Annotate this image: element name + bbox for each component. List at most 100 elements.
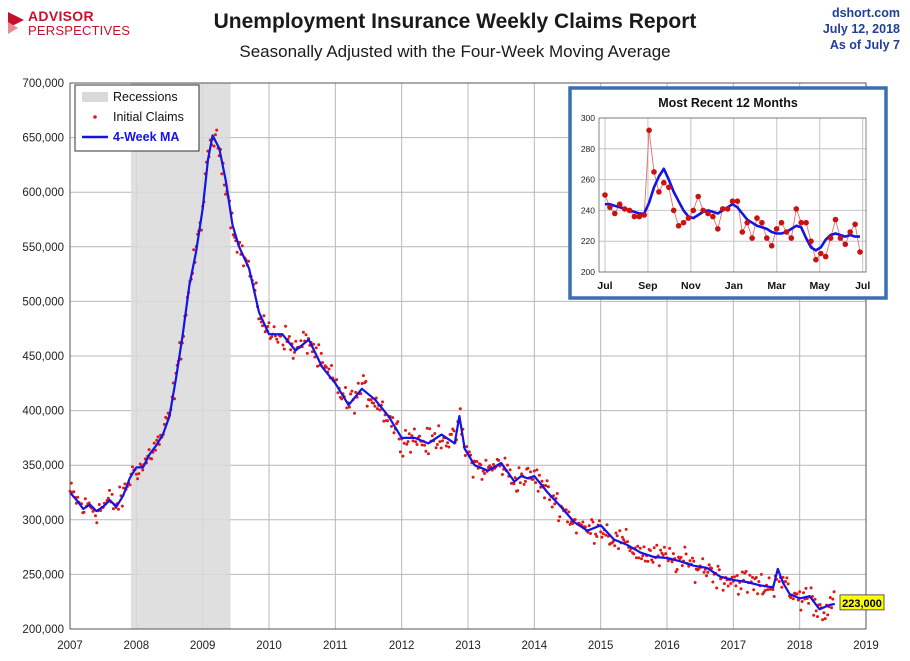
inset-claims-point [734, 198, 741, 204]
x-tick-label: 2015 [588, 640, 614, 652]
claims-dot [715, 586, 719, 590]
claims-dot [484, 458, 488, 462]
inset-claims-point [754, 215, 760, 221]
claims-dot [798, 590, 802, 594]
claims-dot [327, 367, 331, 371]
advisor-perspectives-logo: ADVISOR PERSPECTIVES [6, 6, 146, 42]
claims-dot [740, 570, 744, 574]
claims-dot [418, 434, 421, 438]
claims-dot [449, 432, 453, 436]
claims-dot [721, 588, 725, 592]
claims-dot [634, 556, 638, 560]
claims-dot [679, 555, 683, 559]
claims-dot [592, 541, 596, 545]
claims-dot [428, 427, 432, 431]
claims-dot [759, 572, 763, 576]
claims-dot [414, 440, 418, 444]
claims-dot [131, 465, 134, 469]
claims-dot [771, 588, 775, 592]
claims-dot [752, 588, 756, 592]
claims-dot [304, 333, 308, 337]
claims-dot [706, 570, 710, 574]
claims-dot [818, 603, 822, 607]
claims-dot [444, 444, 448, 448]
x-tick-label: 2019 [853, 640, 879, 652]
claims-dot [544, 484, 548, 488]
inset-claims-point [847, 229, 853, 235]
chart-subtitle: Seasonally Adjusted with the Four-Week M… [239, 42, 671, 61]
claims-dot [705, 574, 708, 578]
claims-dot [409, 450, 413, 454]
claims-dot [137, 472, 141, 476]
claims-dot [231, 233, 235, 237]
claims-dot [614, 531, 618, 535]
claims-dot [534, 481, 538, 485]
claims-dot [475, 460, 479, 463]
claims-dot [516, 489, 520, 493]
claims-dot [675, 568, 679, 571]
claims-dot [354, 390, 358, 394]
inset-claims-point [636, 213, 643, 220]
y-tick-label: 500,000 [22, 296, 64, 308]
claims-dot [683, 545, 687, 549]
claims-dot [287, 335, 291, 338]
claims-dot [433, 432, 437, 435]
inset-claims-point [675, 223, 682, 229]
claims-dot [536, 489, 540, 493]
recession-rect [131, 83, 231, 629]
claims-dot [624, 527, 628, 531]
claims-dot [537, 473, 541, 477]
claims-dot [423, 443, 427, 447]
claims-dot [618, 529, 622, 533]
claims-dot [622, 538, 626, 542]
legend-recession-swatch [82, 92, 108, 102]
x-tick-label: 2010 [256, 640, 282, 652]
claims-dot [361, 374, 365, 378]
y-tick-label: 400,000 [22, 406, 64, 418]
claims-dot [688, 559, 692, 563]
claims-dot [545, 479, 549, 483]
inset-claims-point [626, 207, 633, 214]
claims-dot [828, 596, 832, 599]
claims-dot [179, 357, 183, 361]
claims-dot [662, 545, 666, 549]
claims-dot [620, 535, 624, 539]
claims-dot [652, 546, 656, 550]
claims-dot [540, 479, 544, 483]
inset-claims-point [808, 238, 814, 244]
claims-dot [823, 617, 827, 621]
inset-claims-point [656, 189, 662, 195]
claims-dot [467, 450, 471, 454]
claims-dot [553, 502, 557, 506]
claims-dot [535, 468, 539, 472]
claims-dot [692, 559, 696, 563]
claims-dot [655, 543, 659, 547]
source-site: dshort.com [831, 6, 900, 20]
claims-dot [301, 330, 305, 334]
y-tick-label: 350,000 [22, 460, 64, 472]
legend: Recessions Initial Claims 4-Week MA [74, 84, 200, 152]
claims-dot [722, 582, 726, 586]
claims-dot [546, 485, 550, 489]
claims-dot [567, 510, 571, 514]
inset-claims-point [749, 235, 755, 241]
claims-dot [382, 419, 386, 423]
claims-dot [573, 518, 577, 521]
claims-dot [324, 365, 328, 369]
claims-dot [128, 483, 132, 487]
claims-dot [192, 248, 196, 252]
inset-x-tick-label: Mar [767, 280, 786, 292]
latest-value-callout: 223,000 [839, 594, 885, 611]
claims-dot [735, 574, 739, 577]
claims-dot [97, 503, 101, 506]
claims-dot [401, 454, 405, 458]
claims-dot [150, 457, 154, 461]
claims-dot [480, 477, 484, 481]
claims-dot [465, 445, 469, 449]
inset-claims-point [715, 226, 721, 232]
ma-series [69, 134, 836, 611]
inset-claims-point [798, 219, 804, 226]
claims-dot [294, 339, 298, 343]
y-tick-label: 200,000 [22, 624, 64, 636]
claims-dot [574, 531, 578, 535]
